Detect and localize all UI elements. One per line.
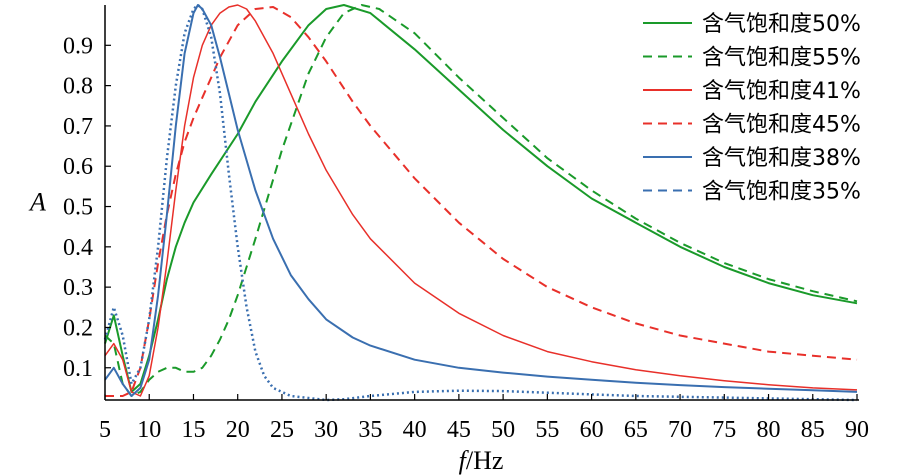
legend-item: 含气饱和度45% [643, 113, 861, 138]
y-ticks: 0.1 0.2 0.3 0.4 0.5 0.6 0.7 0.8 0.9 [63, 33, 111, 382]
x-tick-label: 15 [181, 417, 205, 443]
legend-item: 含气饱和度55% [643, 46, 861, 71]
series-layer [103, 3, 858, 402]
x-tick-label: 90 [845, 417, 869, 443]
x-tick-label: 30 [314, 417, 338, 443]
y-tick-label: 0.6 [63, 154, 93, 180]
x-tick-label: 25 [270, 417, 294, 443]
legend-label: 含气饱和度35% [702, 180, 861, 205]
y-tick-label: 0.1 [63, 356, 93, 382]
x-tick-label: 85 [801, 417, 825, 443]
y-tick-label: 0.4 [63, 235, 93, 261]
y-tick-label: 0.9 [63, 33, 93, 59]
y-tick-label: 0.5 [63, 195, 93, 221]
legend-item: 含气饱和度41% [643, 79, 861, 104]
legend-label: 含气饱和度45% [702, 113, 861, 138]
series-line-4 [105, 6, 858, 397]
x-tick-label: 60 [580, 417, 604, 443]
series-line-2 [104, 4, 858, 397]
y-tick-label: 0.2 [63, 315, 93, 341]
x-tick-label: 5 [99, 417, 111, 443]
axes [104, 5, 859, 401]
series-line-1 [104, 4, 858, 393]
x-axis-label-symbol: f [459, 446, 470, 475]
x-tick-label: 55 [535, 417, 559, 443]
series-line-3 [104, 4, 858, 397]
legend-label: 含气饱和度38% [702, 146, 861, 171]
legend-item: 含气饱和度38% [643, 146, 861, 171]
x-axis-label-unit: /Hz [466, 446, 504, 475]
y-axis-label: A [28, 188, 46, 217]
x-tick-label: 65 [624, 417, 648, 443]
legend-item: 含气饱和度50% [643, 12, 861, 37]
x-tick-label: 70 [668, 417, 692, 443]
legend-label: 含气饱和度41% [702, 79, 861, 104]
x-tick-label: 45 [447, 417, 471, 443]
y-tick-label: 0.7 [63, 114, 93, 140]
legend-label: 含气饱和度55% [702, 46, 861, 71]
legend-item: 含气饱和度35% [643, 180, 861, 205]
x-tick-label: 40 [403, 417, 427, 443]
x-tick-label: 10 [137, 417, 161, 443]
x-tick-label: 80 [757, 417, 781, 443]
series-line-5 [104, 4, 858, 397]
x-ticks: 5 10 15 20 25 30 35 40 45 50 55 60 65 70 75 80 85 90 [99, 394, 869, 443]
legend: 含气饱和度50% 含气饱和度55% 含气饱和度41% 含气饱和度45% 含气饱和度38%… [643, 12, 861, 205]
x-tick-label: 50 [491, 417, 515, 443]
x-axis-label: f/Hz [459, 446, 504, 475]
y-tick-label: 0.3 [63, 275, 93, 301]
y-tick-label: 0.8 [63, 74, 93, 100]
x-tick-label: 20 [226, 417, 250, 443]
legend-label: 含气饱和度50% [702, 12, 861, 37]
x-tick-label: 75 [712, 417, 736, 443]
x-tick-label: 35 [358, 417, 382, 443]
